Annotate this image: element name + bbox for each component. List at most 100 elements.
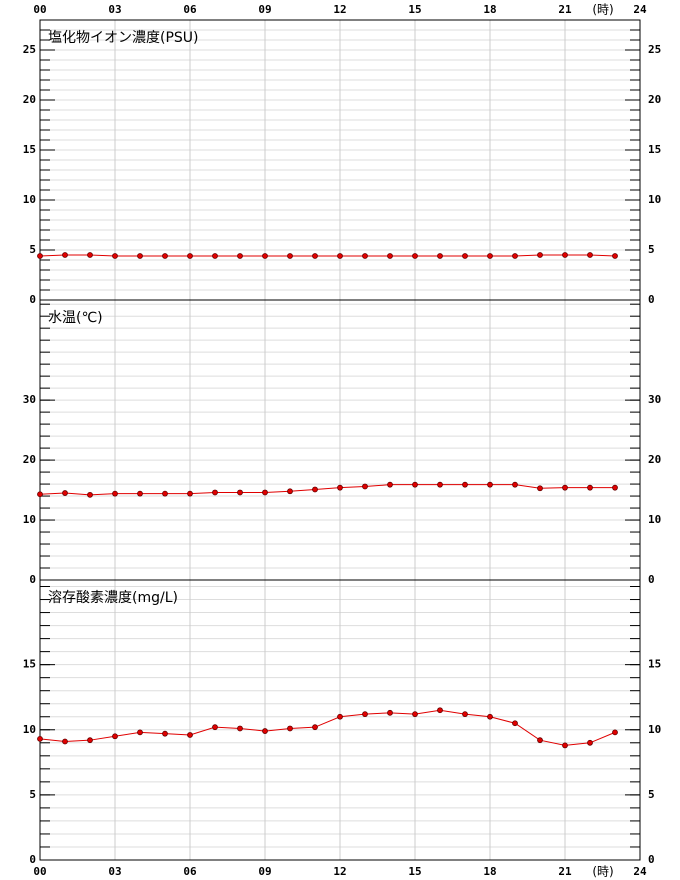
y-tick-label: 10 bbox=[648, 513, 661, 526]
y-tick-label: 5 bbox=[29, 243, 36, 256]
y-tick-label: 5 bbox=[648, 243, 655, 256]
y-tick-label: 10 bbox=[648, 723, 661, 736]
x-tick-label: 24 bbox=[633, 3, 647, 16]
y-tick-label: 20 bbox=[23, 453, 36, 466]
y-tick-label: 5 bbox=[648, 788, 655, 801]
x-tick-label: 15 bbox=[408, 3, 421, 16]
y-tick-label: 10 bbox=[648, 193, 661, 206]
x-tick-label: 12 bbox=[333, 865, 346, 878]
panel-title: 塩化物イオン濃度(PSU) bbox=[48, 30, 199, 46]
data-point bbox=[362, 253, 368, 259]
data-point bbox=[337, 253, 343, 259]
data-point bbox=[337, 713, 343, 720]
data-point bbox=[387, 253, 393, 259]
x-tick-label: 21 bbox=[558, 865, 572, 878]
data-point bbox=[287, 725, 293, 732]
data-point bbox=[87, 737, 93, 744]
data-point bbox=[312, 253, 318, 259]
data-point bbox=[462, 711, 468, 718]
data-point bbox=[287, 488, 293, 495]
data-point bbox=[112, 490, 118, 497]
y-tick-label: 20 bbox=[23, 93, 36, 106]
x-tick-label: 06 bbox=[183, 3, 197, 16]
data-point bbox=[437, 253, 443, 259]
data-point bbox=[62, 252, 68, 258]
data-point bbox=[487, 713, 493, 720]
series-line bbox=[39, 709, 616, 746]
data-point bbox=[587, 484, 593, 491]
data-point bbox=[387, 709, 393, 716]
y-tick-label: 0 bbox=[29, 573, 36, 586]
data-point bbox=[212, 253, 218, 259]
y-tick-label: 0 bbox=[648, 853, 655, 866]
data-point bbox=[62, 490, 68, 496]
x-tick-label: 00 bbox=[33, 865, 46, 878]
data-point bbox=[537, 485, 543, 492]
data-point bbox=[187, 490, 193, 497]
series-line bbox=[39, 484, 615, 496]
data-point bbox=[362, 483, 368, 490]
x-tick-label: 03 bbox=[108, 3, 121, 16]
data-point bbox=[237, 489, 243, 496]
y-tick-label: 20 bbox=[648, 93, 661, 106]
data-point bbox=[512, 720, 518, 727]
data-point bbox=[487, 481, 493, 488]
y-tick-label: 25 bbox=[648, 43, 661, 56]
plot-frame bbox=[39, 579, 641, 861]
y-tick-label: 0 bbox=[648, 573, 655, 586]
data-point bbox=[512, 481, 518, 488]
y-tick-label: 0 bbox=[29, 293, 36, 306]
data-point bbox=[587, 252, 593, 258]
x-tick-label: 00 bbox=[33, 3, 46, 16]
data-point bbox=[337, 484, 343, 491]
x-tick-label: 15 bbox=[408, 865, 421, 878]
data-point bbox=[262, 253, 268, 259]
x-tick-label: 09 bbox=[258, 3, 271, 16]
data-point bbox=[562, 742, 568, 749]
data-point bbox=[262, 728, 268, 734]
y-tick-label: 10 bbox=[23, 193, 36, 206]
data-point bbox=[537, 737, 543, 744]
data-point bbox=[612, 253, 618, 259]
panel-title: 水温(℃) bbox=[48, 310, 103, 326]
data-point bbox=[237, 725, 243, 732]
data-point bbox=[162, 730, 168, 737]
data-point bbox=[62, 738, 68, 745]
x-tick-label: 03 bbox=[108, 865, 121, 878]
y-tick-label: 5 bbox=[29, 788, 36, 801]
data-point bbox=[612, 729, 618, 736]
data-point bbox=[137, 253, 143, 259]
x-axis-label: (時) bbox=[592, 865, 613, 879]
data-point bbox=[237, 253, 243, 259]
data-point bbox=[487, 253, 493, 259]
data-point bbox=[412, 481, 418, 488]
data-point bbox=[262, 489, 268, 496]
x-tick-label: 12 bbox=[333, 3, 346, 16]
data-point bbox=[187, 253, 193, 259]
data-point bbox=[187, 732, 193, 738]
y-tick-label: 15 bbox=[23, 658, 36, 671]
y-tick-label: 0 bbox=[648, 293, 655, 306]
data-point bbox=[312, 486, 318, 493]
data-point bbox=[387, 481, 393, 488]
data-point bbox=[412, 253, 418, 259]
data-point bbox=[562, 252, 568, 258]
data-point bbox=[412, 711, 418, 718]
data-point bbox=[162, 253, 168, 259]
x-tick-label: 21 bbox=[558, 3, 572, 16]
data-point bbox=[162, 490, 168, 497]
x-axis-label: (時) bbox=[592, 3, 613, 17]
y-tick-label: 10 bbox=[23, 513, 36, 526]
series-line bbox=[39, 254, 616, 257]
x-tick-label: 18 bbox=[483, 3, 496, 16]
y-tick-label: 0 bbox=[29, 853, 36, 866]
data-point bbox=[87, 491, 93, 498]
panel-title: 溶存酸素濃度(mg/L) bbox=[48, 590, 178, 606]
y-tick-label: 15 bbox=[648, 143, 661, 156]
data-point bbox=[212, 724, 218, 731]
y-tick-label: 15 bbox=[23, 143, 36, 156]
data-point bbox=[312, 724, 318, 731]
y-tick-label: 25 bbox=[23, 43, 36, 56]
y-tick-label: 15 bbox=[648, 658, 661, 671]
data-point bbox=[87, 252, 93, 258]
